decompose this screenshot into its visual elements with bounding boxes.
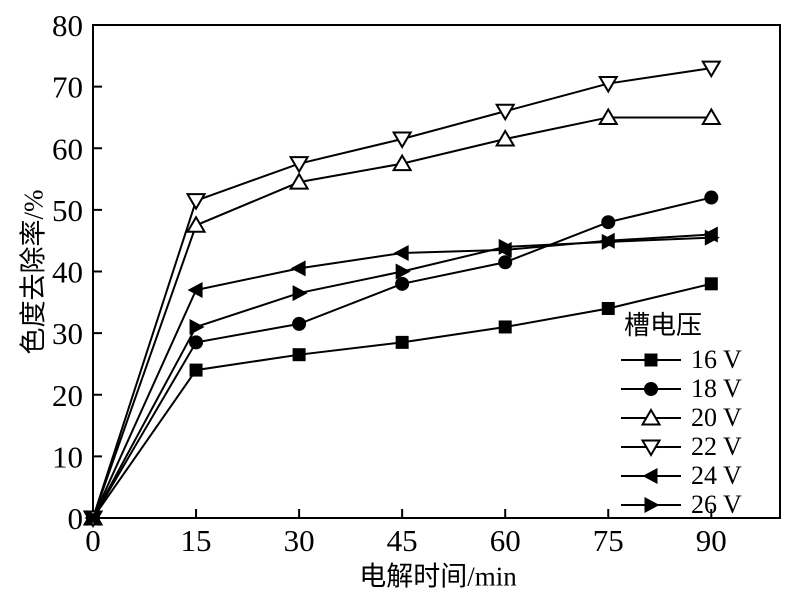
marker-triangle-right-filled [395,263,411,280]
x-tick-label: 30 [284,523,315,558]
legend: 槽电压 16 V 18 V 20 V 22 V 24 V 26 V [619,305,742,519]
marker-triangle-down-open [701,60,722,79]
marker-circle-filled [644,381,658,396]
x-tick-label: 60 [490,523,521,558]
marker-triangle-right-filled [86,510,102,526]
marker-square-filled [644,353,658,366]
marker-triangle-left-filled [393,245,409,262]
marker-triangle-down-open [598,76,619,94]
marker-triangle-right-filled [704,229,720,246]
marker-triangle-right-filled [292,285,308,302]
marker-triangle-up-open [391,153,413,172]
marker-triangle-left-filled [642,467,658,484]
marker-circle-filled [189,335,204,350]
marker-triangle-up-open [185,215,207,233]
legend-entry-16V: 16 V [619,345,742,374]
marker-triangle-up-open [640,407,662,425]
marker-triangle-up-open [701,107,722,125]
x-tick-label: 45 [387,523,418,558]
marker-triangle-up-open [494,129,516,147]
y-tick-label: 60 [52,131,83,166]
legend-title: 槽电压 [624,311,703,340]
y-tick-label: 20 [52,378,83,413]
y-tick-label: 10 [52,439,83,474]
y-axis-title: 色度去除率/% [18,189,49,355]
legend-marker-triangle-right-filled [621,496,681,513]
legend-entry-24V: 24 V [619,461,742,490]
marker-triangle-left-filled [187,281,203,298]
x-axis-title: 电解时间/min [359,561,517,592]
marker-triangle-down-open [185,193,207,211]
legend-label: 20 V [691,402,742,432]
marker-triangle-up-open [288,172,310,190]
marker-circle-filled [704,190,719,205]
marker-triangle-down-open [640,439,662,457]
y-tick-label: 30 [52,316,83,351]
legend-marker-square-filled [621,353,681,366]
marker-square-filled [601,301,615,315]
legend-label: 26 V [691,489,742,519]
legend-label: 16 V [691,344,742,374]
y-tick-label: 0 [68,501,84,536]
legend-label: 24 V [691,460,742,490]
legend-marker-triangle-down-open [621,439,681,457]
marker-triangle-right-filled [644,496,660,513]
marker-square-filled [704,277,718,291]
legend-label: 22 V [691,431,742,461]
x-tick-label: 0 [85,523,101,558]
marker-square-filled [395,335,409,349]
x-tick-label: 90 [696,523,727,558]
marker-triangle-right-filled [498,238,514,255]
legend-entry-20V: 20 V [619,403,742,432]
x-tick-label: 75 [593,523,624,558]
marker-circle-filled [498,255,513,270]
marker-triangle-right-filled [189,318,205,335]
legend-entry-18V: 18 V [619,374,742,403]
marker-circle-filled [395,276,410,291]
marker-circle-filled [601,215,616,230]
legend-entry-22V: 22 V [619,432,742,461]
x-tick-label: 15 [181,523,212,558]
marker-square-filled [292,348,306,362]
marker-circle-filled [292,316,307,331]
y-tick-label: 70 [52,70,83,105]
marker-triangle-down-open [494,103,516,122]
y-tick-label: 80 [52,8,83,43]
marker-triangle-down-open [288,156,310,174]
marker-square-filled [498,320,512,334]
legend-marker-triangle-up-open [621,407,681,425]
legend-label: 18 V [691,373,742,403]
y-tick-label: 50 [52,193,83,228]
marker-square-filled [189,363,203,377]
marker-triangle-left-filled [290,260,306,277]
marker-triangle-up-open [598,107,619,125]
legend-entries: 16 V 18 V 20 V 22 V 24 V 26 V [619,345,742,519]
y-tick-label: 40 [52,255,83,290]
legend-marker-circle-filled [621,381,681,396]
marker-triangle-right-filled [601,233,617,250]
legend-marker-triangle-left-filled [621,467,681,484]
marker-triangle-down-open [391,131,413,149]
legend-entry-26V: 26 V [619,490,742,519]
